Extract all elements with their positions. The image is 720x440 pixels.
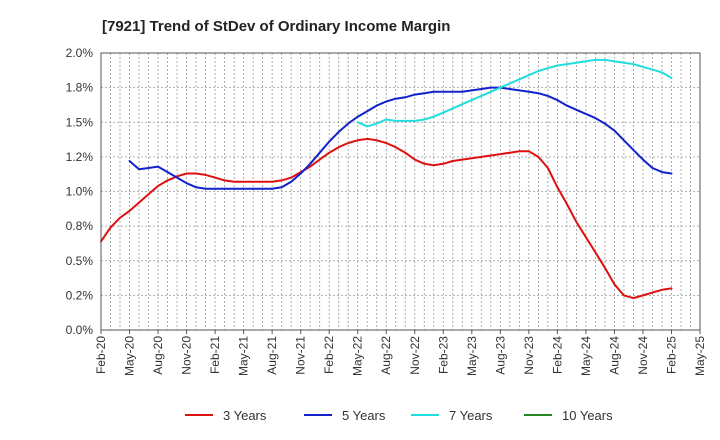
x-tick-label: Feb-23 — [436, 336, 450, 374]
series-line-3-years — [100, 137, 673, 300]
x-tick-label: May-21 — [237, 336, 251, 376]
x-tick-label: May-24 — [579, 336, 593, 376]
series-line-5-years — [128, 86, 673, 190]
y-tick-label: 1.5% — [66, 115, 94, 129]
x-tick-label: Nov-20 — [180, 336, 194, 375]
x-tick-label: Aug-21 — [265, 336, 279, 375]
y-tick-label: 1.8% — [66, 81, 94, 95]
x-tick-label: May-25 — [693, 336, 707, 376]
x-tick-label: Feb-21 — [208, 336, 222, 374]
x-tick-label: Feb-22 — [322, 336, 336, 374]
x-axis: Feb-20 May-20 Aug-20 Nov-20 Feb-21 May-21 Aug-… — [94, 330, 707, 376]
x-tick-label: Aug-22 — [379, 336, 393, 375]
y-axis: 0.0% 0.2% 0.5% 0.8% 1.0% 1.2% 1.5% 1.8% 2.0% — [66, 46, 94, 337]
chart-title: [7921] Trend of StDev of Ordinary Income… — [102, 18, 450, 35]
legend-label: 10 Years — [562, 408, 613, 423]
x-tick-label: Feb-20 — [94, 336, 108, 374]
x-tick-label: Aug-20 — [151, 336, 165, 375]
y-tick-label: 1.0% — [66, 185, 94, 199]
x-tick-label: Nov-21 — [294, 336, 308, 375]
series-group — [100, 58, 673, 300]
x-tick-label: Aug-23 — [493, 336, 507, 375]
y-tick-label: 1.2% — [66, 150, 94, 164]
x-tick-label: Feb-24 — [550, 336, 564, 374]
y-tick-label: 0.8% — [66, 219, 94, 233]
x-tick-label: Feb-25 — [664, 336, 678, 374]
x-tick-label: Nov-24 — [636, 336, 650, 375]
x-tick-label: Nov-23 — [522, 336, 536, 375]
x-tick-label: May-20 — [123, 336, 137, 376]
x-tick-label: May-23 — [465, 336, 479, 376]
y-tick-label: 0.2% — [66, 288, 94, 302]
legend-label: 5 Years — [342, 408, 386, 423]
legend: 3 Years 5 Years 7 Years 10 Years — [185, 408, 613, 423]
legend-label: 3 Years — [223, 408, 267, 423]
plot-frame — [100, 52, 701, 331]
grid — [100, 52, 701, 331]
y-tick-label: 0.0% — [66, 323, 94, 337]
legend-label: 7 Years — [449, 408, 493, 423]
x-tick-label: May-22 — [351, 336, 365, 376]
x-tick-label: Nov-22 — [408, 336, 422, 375]
y-tick-label: 2.0% — [66, 46, 94, 60]
series-line-7-years — [356, 58, 673, 128]
y-tick-label: 0.5% — [66, 254, 94, 268]
x-tick-label: Aug-24 — [607, 336, 621, 375]
